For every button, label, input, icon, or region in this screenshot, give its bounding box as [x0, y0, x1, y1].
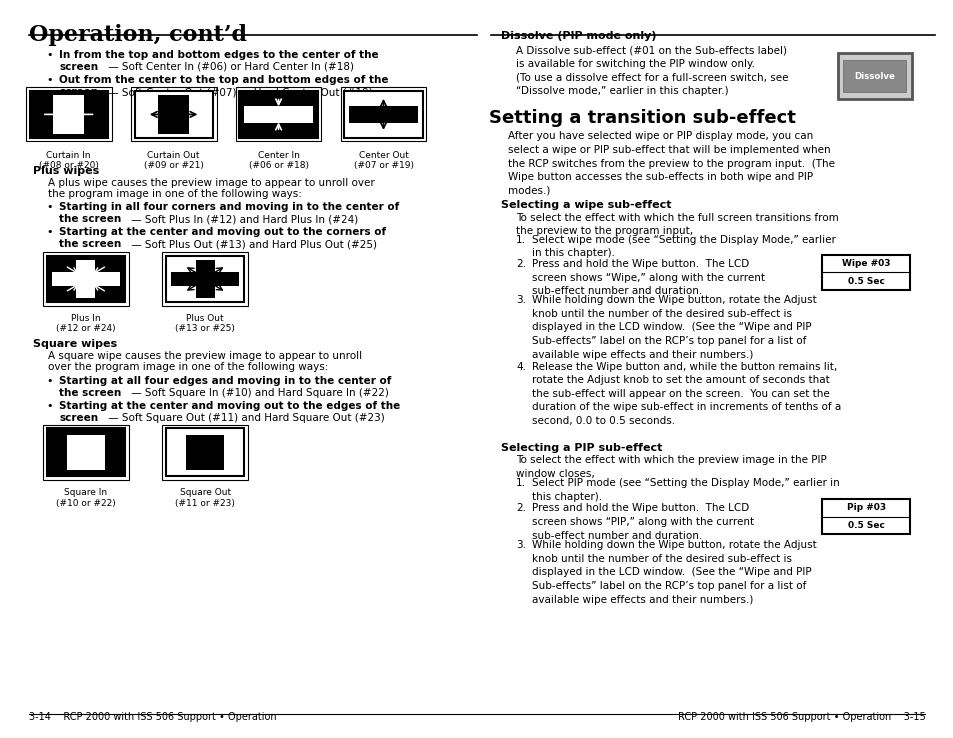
Text: (#10 or #22): (#10 or #22): [56, 499, 115, 508]
Text: the screen: the screen: [59, 214, 121, 224]
Text: (#06 or #18): (#06 or #18): [249, 161, 308, 170]
Text: — Soft Plus Out (#13) and Hard Plus Out (#25): — Soft Plus Out (#13) and Hard Plus Out …: [128, 239, 376, 249]
Text: RCP 2000 with ISS 506 Support • Operation    3-15: RCP 2000 with ISS 506 Support • Operatio…: [677, 711, 924, 722]
Text: — Soft Square Out (#11) and Hard Square Out (#23): — Soft Square Out (#11) and Hard Square …: [105, 413, 384, 424]
Text: Plus wipes: Plus wipes: [33, 166, 99, 176]
Text: (#09 or #21): (#09 or #21): [144, 161, 203, 170]
Text: Selecting a PIP sub-effect: Selecting a PIP sub-effect: [500, 443, 661, 453]
Text: Starting at the center and moving out to the corners of: Starting at the center and moving out to…: [59, 227, 386, 238]
Text: 3.: 3.: [516, 540, 525, 551]
Bar: [51, 272, 120, 286]
Text: •: •: [47, 401, 52, 412]
Text: •: •: [47, 50, 52, 61]
Text: Starting in all four corners and moving in to the center of: Starting in all four corners and moving …: [59, 202, 399, 213]
Text: While holding down the Wipe button, rotate the Adjust
knob until the number of t: While holding down the Wipe button, rota…: [532, 295, 816, 359]
FancyBboxPatch shape: [821, 255, 909, 290]
Text: — Soft Center Out (#07) or Hard Center Out (#19): — Soft Center Out (#07) or Hard Center O…: [105, 87, 373, 97]
Text: Press and hold the Wipe button.  The LCD
screen shows “Wipe,” along with the cur: Press and hold the Wipe button. The LCD …: [532, 259, 764, 296]
FancyBboxPatch shape: [821, 499, 909, 534]
Bar: [53, 94, 84, 134]
FancyBboxPatch shape: [842, 60, 905, 92]
FancyBboxPatch shape: [134, 91, 213, 137]
Text: Starting at the center and moving out to the edges of the: Starting at the center and moving out to…: [59, 401, 400, 412]
FancyBboxPatch shape: [30, 91, 108, 137]
Text: Center In: Center In: [257, 151, 299, 160]
Text: While holding down the Wipe button, rotate the Adjust
knob until the number of t: While holding down the Wipe button, rota…: [532, 540, 816, 604]
FancyBboxPatch shape: [837, 53, 911, 99]
Text: •: •: [47, 75, 52, 86]
Text: 0.5 Sec: 0.5 Sec: [847, 521, 883, 530]
Text: (#12 or #24): (#12 or #24): [56, 324, 115, 333]
Text: 3-14    RCP 2000 with ISS 506 Support • Operation: 3-14 RCP 2000 with ISS 506 Support • Ope…: [29, 711, 276, 722]
Text: (#13 or #25): (#13 or #25): [175, 324, 234, 333]
Text: 2.: 2.: [516, 503, 525, 514]
Bar: [158, 94, 189, 134]
FancyBboxPatch shape: [47, 256, 125, 302]
Text: Square In: Square In: [64, 489, 108, 497]
Text: Release the Wipe button and, while the button remains lit,
rotate the Adjust kno: Release the Wipe button and, while the b…: [532, 362, 841, 426]
Text: Curtain In: Curtain In: [47, 151, 91, 160]
Bar: [349, 106, 417, 123]
Text: •: •: [47, 376, 52, 387]
Text: 1.: 1.: [516, 235, 525, 245]
Text: Wipe #03: Wipe #03: [841, 259, 889, 268]
Text: — Soft Center In (#06) or Hard Center In (#18): — Soft Center In (#06) or Hard Center In…: [105, 62, 354, 72]
Text: After you have selected wipe or PIP display mode, you can
select a wipe or PIP s: After you have selected wipe or PIP disp…: [508, 131, 835, 196]
Bar: [186, 435, 224, 470]
Text: 4.: 4.: [516, 362, 525, 372]
Text: screen: screen: [59, 87, 98, 97]
Text: Dissolve (PIP mode only): Dissolve (PIP mode only): [500, 31, 656, 41]
Text: Plus In: Plus In: [71, 314, 101, 323]
Text: 1.: 1.: [516, 478, 525, 489]
Bar: [76, 260, 95, 298]
Text: Dissolve: Dissolve: [854, 72, 894, 80]
Text: Center Out: Center Out: [358, 151, 408, 160]
Text: (#08 or #20): (#08 or #20): [39, 161, 98, 170]
Text: screen: screen: [59, 62, 98, 72]
FancyBboxPatch shape: [166, 428, 244, 477]
Text: A plus wipe causes the preview image to appear to unroll over: A plus wipe causes the preview image to …: [48, 178, 375, 188]
Text: Pip #03: Pip #03: [845, 503, 885, 512]
Bar: [244, 106, 313, 123]
Text: (#11 or #23): (#11 or #23): [175, 499, 234, 508]
Text: Operation, cont’d: Operation, cont’d: [29, 24, 247, 46]
Text: the screen: the screen: [59, 388, 121, 399]
Text: Curtain Out: Curtain Out: [147, 151, 200, 160]
FancyBboxPatch shape: [166, 256, 244, 302]
Text: the program image in one of the following ways:: the program image in one of the followin…: [48, 189, 301, 199]
Text: (#07 or #19): (#07 or #19): [354, 161, 413, 170]
FancyBboxPatch shape: [344, 91, 422, 137]
FancyBboxPatch shape: [239, 91, 317, 137]
Bar: [195, 260, 214, 298]
Text: A square wipe causes the preview image to appear to unroll: A square wipe causes the preview image t…: [48, 351, 361, 362]
Text: the screen: the screen: [59, 239, 121, 249]
Text: 2.: 2.: [516, 259, 525, 269]
Bar: [67, 435, 105, 470]
Text: To select the effect with which the full screen transitions from
the preview to : To select the effect with which the full…: [516, 213, 838, 236]
Text: 0.5 Sec: 0.5 Sec: [847, 277, 883, 286]
Text: over the program image in one of the following ways:: over the program image in one of the fol…: [48, 362, 328, 373]
Text: In from the top and bottom edges to the center of the: In from the top and bottom edges to the …: [59, 50, 378, 61]
Text: Starting at all four edges and moving in to the center of: Starting at all four edges and moving in…: [59, 376, 391, 387]
Text: Setting a transition sub-effect: Setting a transition sub-effect: [489, 109, 796, 127]
Text: Select wipe mode (see “Setting the Display Mode,” earlier
in this chapter).: Select wipe mode (see “Setting the Displ…: [532, 235, 836, 258]
Text: To select the effect with which the preview image in the PIP
window closes,: To select the effect with which the prev…: [516, 455, 826, 479]
Text: 3.: 3.: [516, 295, 525, 306]
Text: Square Out: Square Out: [179, 489, 231, 497]
Text: Select PIP mode (see “Setting the Display Mode,” earlier in
this chapter).: Select PIP mode (see “Setting the Displa…: [532, 478, 840, 502]
Text: Square wipes: Square wipes: [33, 339, 117, 350]
Text: •: •: [47, 202, 52, 213]
Text: Out from the center to the top and bottom edges of the: Out from the center to the top and botto…: [59, 75, 388, 86]
FancyBboxPatch shape: [47, 428, 125, 477]
Text: screen: screen: [59, 413, 98, 424]
Text: A Dissolve sub-effect (#01 on the Sub-effects label)
is available for switching : A Dissolve sub-effect (#01 on the Sub-ef…: [516, 45, 788, 96]
Text: Plus Out: Plus Out: [186, 314, 224, 323]
Text: Press and hold the Wipe button.  The LCD
screen shows “PIP,” along with the curr: Press and hold the Wipe button. The LCD …: [532, 503, 754, 540]
Text: — Soft Plus In (#12) and Hard Plus In (#24): — Soft Plus In (#12) and Hard Plus In (#…: [128, 214, 357, 224]
Text: •: •: [47, 227, 52, 238]
Bar: [171, 272, 239, 286]
Text: Selecting a wipe sub-effect: Selecting a wipe sub-effect: [500, 200, 671, 210]
Text: — Soft Square In (#10) and Hard Square In (#22): — Soft Square In (#10) and Hard Square I…: [128, 388, 388, 399]
